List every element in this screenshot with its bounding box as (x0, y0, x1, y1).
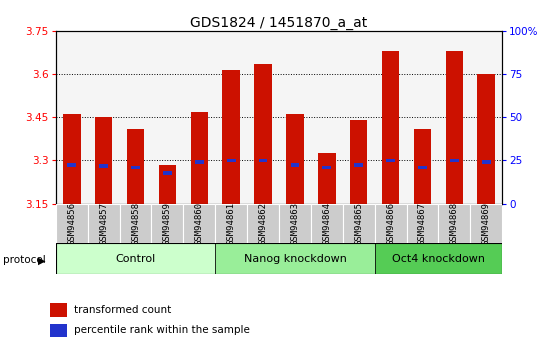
Bar (56, 243, 215, 274)
Bar (95, 117, 112, 204)
Bar (88, 204, 119, 243)
Bar (215, 243, 374, 274)
Bar (131, 166, 140, 169)
Bar (99, 164, 108, 168)
Bar (343, 204, 374, 243)
Text: percentile rank within the sample: percentile rank within the sample (74, 325, 250, 335)
Bar (163, 171, 172, 175)
Bar (223, 70, 240, 204)
Bar (56, 204, 88, 243)
Bar (127, 129, 145, 204)
Bar (119, 31, 151, 204)
Bar (323, 166, 331, 169)
Bar (470, 31, 502, 204)
Bar (151, 204, 184, 243)
Text: Oct4 knockdown: Oct4 knockdown (392, 254, 485, 264)
Bar (119, 204, 151, 243)
Bar (56, 31, 88, 204)
Bar (354, 163, 363, 167)
Bar (374, 243, 502, 274)
Text: GSM94858: GSM94858 (131, 202, 140, 245)
Bar (439, 31, 470, 204)
Bar (482, 160, 490, 164)
Text: ▶: ▶ (38, 256, 45, 265)
Bar (88, 31, 119, 204)
Bar (386, 159, 395, 162)
Bar (407, 204, 439, 243)
Bar (195, 160, 204, 164)
Bar (418, 166, 427, 169)
Bar (190, 111, 208, 204)
Bar (311, 204, 343, 243)
Bar (374, 31, 407, 204)
Bar (446, 51, 463, 204)
Bar (184, 31, 215, 204)
Bar (382, 51, 400, 204)
Text: GSM94856: GSM94856 (68, 202, 76, 245)
Text: GSM94861: GSM94861 (227, 202, 235, 245)
Bar (68, 163, 76, 167)
Bar (350, 120, 368, 204)
Bar (450, 159, 459, 162)
Bar (63, 115, 80, 204)
Text: GSM94857: GSM94857 (99, 202, 108, 245)
Bar (158, 165, 176, 204)
Bar (279, 31, 311, 204)
Text: GSM94866: GSM94866 (386, 202, 395, 245)
Text: transformed count: transformed count (74, 305, 171, 315)
Bar (50, 304, 67, 317)
Bar (259, 159, 267, 162)
Bar (151, 31, 184, 204)
Bar (291, 163, 299, 167)
Text: GSM94869: GSM94869 (482, 202, 490, 245)
Text: protocol: protocol (3, 256, 46, 265)
Text: Control: Control (116, 254, 156, 264)
Bar (279, 204, 311, 243)
Bar (227, 159, 235, 162)
Bar (343, 31, 374, 204)
Bar (470, 204, 502, 243)
Text: GSM94868: GSM94868 (450, 202, 459, 245)
Bar (374, 204, 407, 243)
Bar (311, 31, 343, 204)
Text: GSM94864: GSM94864 (323, 202, 331, 245)
Bar (215, 31, 247, 204)
Text: GSM94863: GSM94863 (291, 202, 300, 245)
Bar (254, 64, 272, 204)
Title: GDS1824 / 1451870_a_at: GDS1824 / 1451870_a_at (190, 16, 368, 30)
Bar (407, 31, 439, 204)
Bar (184, 204, 215, 243)
Bar (439, 204, 470, 243)
Text: Nanog knockdown: Nanog knockdown (243, 254, 347, 264)
Bar (318, 153, 335, 204)
Bar (413, 129, 431, 204)
Bar (247, 31, 279, 204)
Text: GSM94867: GSM94867 (418, 202, 427, 245)
Text: GSM94862: GSM94862 (258, 202, 267, 245)
Text: GSM94860: GSM94860 (195, 202, 204, 245)
Bar (247, 204, 279, 243)
Text: GSM94865: GSM94865 (354, 202, 363, 245)
Bar (478, 74, 495, 204)
Text: GSM94859: GSM94859 (163, 202, 172, 245)
Bar (286, 115, 304, 204)
Bar (50, 324, 67, 337)
Bar (215, 204, 247, 243)
